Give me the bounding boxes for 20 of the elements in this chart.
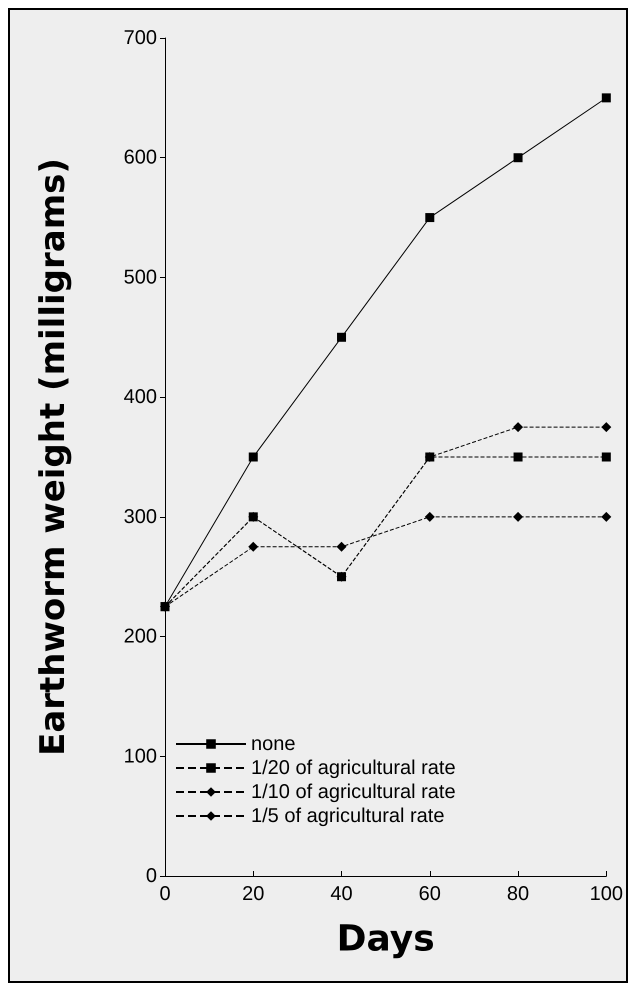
y-tick-label: 400 [124, 386, 157, 408]
x-tick-label: 60 [418, 883, 441, 905]
x-tick-label: 100 [590, 883, 624, 905]
x-axis-title: Days [336, 918, 435, 960]
x-tick-label: 40 [330, 883, 353, 905]
legend-label: 1/5 of agricultural rate [251, 805, 444, 827]
y-tick-label: 100 [124, 745, 157, 768]
y-tick-label: 200 [124, 626, 157, 648]
y-tick-label: 300 [124, 506, 157, 528]
x-tick-label: 0 [159, 883, 171, 905]
legend-label: none [251, 733, 296, 755]
x-tick-label: 20 [242, 883, 264, 905]
y-tick-label: 500 [124, 266, 157, 288]
y-tick-label: 700 [124, 27, 157, 49]
legend-label: 1/20 of agricultural rate [251, 757, 456, 779]
y-axis-title: Earthworm weight (milligrams) [33, 158, 73, 756]
x-tick-label: 80 [506, 883, 530, 905]
y-tick-label: 600 [124, 146, 157, 169]
legend-label: 1/10 of agricultural rate [251, 781, 456, 803]
y-tick-label: 0 [146, 865, 157, 887]
